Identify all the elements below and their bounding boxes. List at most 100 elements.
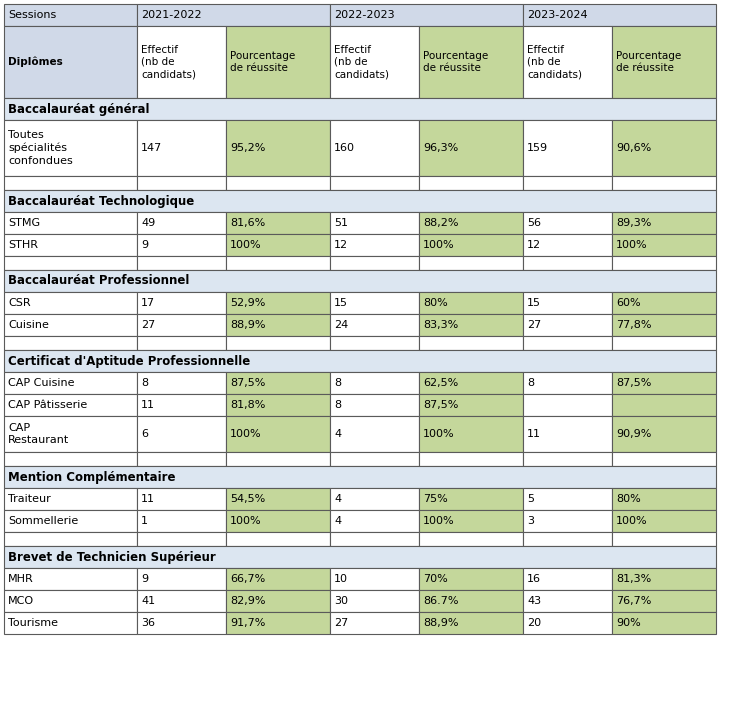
- Bar: [612, 568, 716, 590]
- Bar: [330, 256, 419, 270]
- Text: Sommellerie: Sommellerie: [8, 516, 78, 526]
- Bar: [523, 234, 612, 256]
- Text: Cuisine: Cuisine: [8, 320, 49, 330]
- Bar: [137, 176, 226, 190]
- Text: 8: 8: [334, 378, 341, 388]
- Bar: [612, 26, 716, 98]
- Bar: [330, 372, 419, 394]
- Text: 20: 20: [527, 618, 541, 628]
- Bar: [612, 292, 716, 314]
- Text: 81,8%: 81,8%: [230, 400, 266, 410]
- Text: 10: 10: [334, 574, 348, 584]
- Bar: [226, 256, 330, 270]
- Bar: [137, 568, 226, 590]
- Bar: [330, 510, 419, 532]
- Bar: [330, 4, 523, 26]
- Text: 11: 11: [141, 494, 155, 504]
- Text: 82,9%: 82,9%: [230, 596, 266, 606]
- Bar: [419, 612, 523, 634]
- Text: 16: 16: [527, 574, 541, 584]
- Bar: [612, 416, 716, 452]
- Text: 75%: 75%: [423, 494, 448, 504]
- Bar: [4, 488, 137, 510]
- Text: CSR: CSR: [8, 298, 31, 308]
- Bar: [419, 452, 523, 466]
- Text: 80%: 80%: [616, 494, 641, 504]
- Bar: [523, 590, 612, 612]
- Bar: [523, 612, 612, 634]
- Text: 88,9%: 88,9%: [230, 320, 266, 330]
- Bar: [523, 372, 612, 394]
- Text: 100%: 100%: [230, 240, 262, 250]
- Text: 49: 49: [141, 218, 155, 228]
- Text: 90,9%: 90,9%: [616, 429, 651, 439]
- Text: 81,6%: 81,6%: [230, 218, 266, 228]
- Text: 51: 51: [334, 218, 348, 228]
- Bar: [4, 452, 137, 466]
- Bar: [137, 26, 226, 98]
- Text: 2023-2024: 2023-2024: [527, 10, 588, 20]
- Text: Effectif
(nb de
candidats): Effectif (nb de candidats): [334, 45, 389, 79]
- Text: 3: 3: [527, 516, 534, 526]
- Bar: [612, 256, 716, 270]
- Bar: [137, 336, 226, 350]
- Text: 96,3%: 96,3%: [423, 143, 458, 153]
- Text: 95,2%: 95,2%: [230, 143, 266, 153]
- Bar: [226, 488, 330, 510]
- Bar: [226, 612, 330, 634]
- Bar: [330, 568, 419, 590]
- Text: Baccalauréat Technologique: Baccalauréat Technologique: [8, 194, 194, 208]
- Bar: [419, 234, 523, 256]
- Bar: [4, 612, 137, 634]
- Text: 100%: 100%: [616, 516, 648, 526]
- Bar: [523, 452, 612, 466]
- Text: Pourcentage
de réussite: Pourcentage de réussite: [616, 51, 681, 73]
- Bar: [137, 488, 226, 510]
- Bar: [419, 416, 523, 452]
- Bar: [523, 532, 612, 546]
- Text: 62,5%: 62,5%: [423, 378, 458, 388]
- Bar: [137, 256, 226, 270]
- Bar: [523, 212, 612, 234]
- Bar: [330, 26, 419, 98]
- Bar: [4, 190, 716, 212]
- Bar: [523, 256, 612, 270]
- Text: Pourcentage
de réussite: Pourcentage de réussite: [230, 51, 295, 73]
- Bar: [226, 510, 330, 532]
- Bar: [226, 416, 330, 452]
- Text: Baccalauréat Professionnel: Baccalauréat Professionnel: [8, 274, 189, 288]
- Bar: [4, 256, 137, 270]
- Text: Effectif
(nb de
candidats): Effectif (nb de candidats): [527, 45, 582, 79]
- Bar: [226, 292, 330, 314]
- Text: 77,8%: 77,8%: [616, 320, 651, 330]
- Text: 100%: 100%: [616, 240, 648, 250]
- Bar: [612, 488, 716, 510]
- Bar: [226, 568, 330, 590]
- Text: 60%: 60%: [616, 298, 641, 308]
- Bar: [4, 4, 137, 26]
- Bar: [419, 510, 523, 532]
- Bar: [226, 372, 330, 394]
- Bar: [419, 372, 523, 394]
- Bar: [419, 120, 523, 176]
- Text: 8: 8: [527, 378, 534, 388]
- Bar: [4, 176, 137, 190]
- Bar: [330, 314, 419, 336]
- Text: Baccalauréat général: Baccalauréat général: [8, 103, 149, 116]
- Bar: [612, 212, 716, 234]
- Bar: [137, 120, 226, 176]
- Bar: [419, 256, 523, 270]
- Text: Brevet de Technicien Supérieur: Brevet de Technicien Supérieur: [8, 550, 216, 564]
- Bar: [137, 212, 226, 234]
- Bar: [612, 120, 716, 176]
- Bar: [226, 26, 330, 98]
- Text: Pourcentage
de réussite: Pourcentage de réussite: [423, 51, 488, 73]
- Text: 1: 1: [141, 516, 148, 526]
- Text: 4: 4: [334, 494, 341, 504]
- Bar: [330, 120, 419, 176]
- Bar: [330, 336, 419, 350]
- Bar: [4, 416, 137, 452]
- Bar: [137, 4, 330, 26]
- Text: 86.7%: 86.7%: [423, 596, 459, 606]
- Bar: [4, 372, 137, 394]
